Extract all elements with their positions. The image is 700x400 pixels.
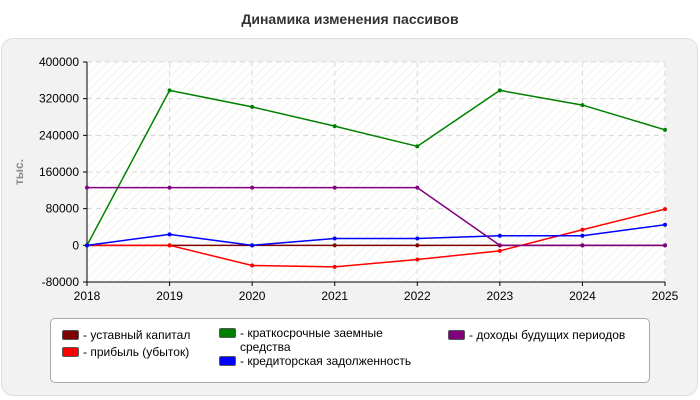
data-point bbox=[415, 236, 420, 241]
data-point bbox=[415, 185, 420, 190]
data-point bbox=[580, 243, 585, 248]
data-point bbox=[250, 104, 255, 109]
y-tick-label: 160000 bbox=[39, 165, 79, 179]
data-point bbox=[167, 232, 172, 237]
legend-swatch bbox=[62, 330, 79, 340]
data-point bbox=[167, 88, 172, 93]
data-point bbox=[250, 243, 255, 248]
data-point bbox=[167, 243, 172, 248]
data-point bbox=[85, 243, 89, 248]
data-point bbox=[250, 185, 255, 190]
legend-item: - уставный капитал bbox=[62, 328, 212, 342]
data-point bbox=[415, 144, 420, 149]
data-point bbox=[332, 243, 337, 248]
data-point bbox=[663, 207, 667, 212]
legend-label: - кредиторская задолженность bbox=[240, 354, 412, 368]
data-point bbox=[497, 88, 502, 93]
series-line-3 bbox=[86, 223, 666, 247]
y-tick-label: 240000 bbox=[39, 128, 79, 142]
data-point bbox=[497, 233, 502, 238]
y-tick-label: -80000 bbox=[42, 275, 80, 289]
legend-swatch bbox=[448, 330, 465, 340]
data-point bbox=[580, 227, 585, 232]
data-point bbox=[250, 263, 255, 268]
legend-item: - краткосрочные заемные средства bbox=[219, 326, 424, 354]
legend-swatch bbox=[62, 347, 79, 357]
data-point bbox=[497, 248, 502, 253]
y-tick-label: 320000 bbox=[39, 92, 79, 106]
legend-label: - прибыль (убыток) bbox=[83, 345, 190, 359]
data-point bbox=[332, 236, 337, 241]
legend-item: - доходы будущих периодов bbox=[448, 328, 648, 342]
data-point bbox=[663, 243, 667, 248]
data-point bbox=[332, 264, 337, 269]
x-tick-label: 2019 bbox=[156, 289, 183, 303]
legend-label: - краткосрочные заемные средства bbox=[240, 326, 383, 354]
data-point bbox=[497, 243, 502, 248]
x-tick-label: 2022 bbox=[404, 289, 431, 303]
y-tick-label: 400000 bbox=[39, 55, 79, 69]
data-point bbox=[580, 103, 585, 108]
data-point bbox=[663, 222, 667, 227]
legend-label: - уставный капитал bbox=[83, 328, 191, 342]
legend-swatch bbox=[219, 328, 236, 338]
data-point bbox=[332, 124, 337, 129]
legend-swatch bbox=[219, 356, 236, 366]
data-point bbox=[332, 185, 337, 190]
legend-item: - прибыль (убыток) bbox=[62, 345, 212, 359]
legend-item: - кредиторская задолженность bbox=[219, 354, 439, 368]
x-tick-label: 2018 bbox=[74, 289, 101, 303]
data-point bbox=[415, 243, 420, 248]
x-tick-label: 2025 bbox=[652, 289, 679, 303]
legend-label: - доходы будущих периодов bbox=[469, 328, 626, 342]
data-point bbox=[415, 257, 420, 262]
data-point bbox=[663, 127, 667, 132]
y-axis-label: тыс. bbox=[12, 159, 26, 185]
data-point bbox=[167, 185, 172, 190]
y-tick-label: 80000 bbox=[46, 202, 80, 216]
series-line-2 bbox=[86, 89, 666, 246]
chart-title: Динамика изменения пассивов bbox=[241, 11, 459, 27]
x-tick-label: 2020 bbox=[239, 289, 266, 303]
data-point bbox=[580, 233, 585, 238]
data-point bbox=[85, 185, 89, 190]
chart-legend: - уставный капитал - прибыль (убыток) - кр… bbox=[50, 318, 650, 383]
y-tick-label: 0 bbox=[72, 238, 79, 252]
series-line-1 bbox=[87, 208, 666, 268]
x-tick-label: 2023 bbox=[487, 289, 514, 303]
x-tick-label: 2024 bbox=[569, 289, 596, 303]
series-line-4 bbox=[87, 186, 665, 247]
x-tick-label: 2021 bbox=[321, 289, 348, 303]
